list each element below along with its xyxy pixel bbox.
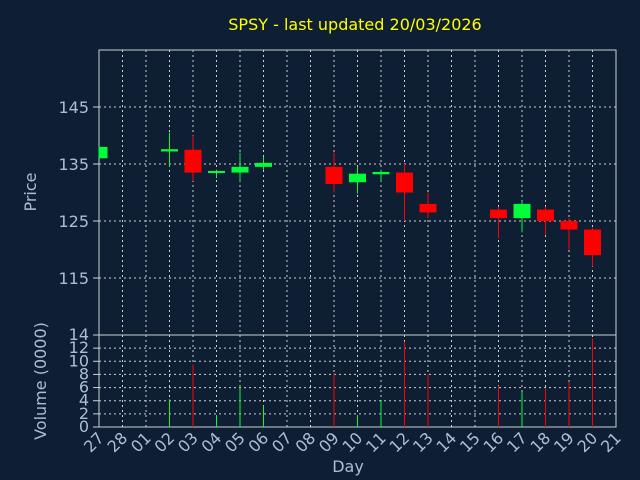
candle-body <box>99 146 108 159</box>
price-tick-label: 135 <box>58 155 89 174</box>
candle-body <box>255 162 272 167</box>
candle-body <box>372 171 390 175</box>
price-panel: 115 125 135 145 <box>58 49 617 336</box>
price-tick-label: 115 <box>58 269 89 288</box>
candle-body <box>184 149 202 173</box>
volume-tick-label: 12 <box>69 338 89 357</box>
volume-tick-label: 14 <box>69 325 89 344</box>
x-axis-label: Day <box>332 457 364 476</box>
candle-body <box>419 203 437 213</box>
candle-body <box>560 221 578 230</box>
x-axis: 2728010203040506070809101112131415161718… <box>80 428 625 456</box>
candle-body <box>161 149 178 152</box>
chart-title: SPSY - last updated 20/03/2026 <box>228 15 481 34</box>
volume-tick-label: 6 <box>79 378 89 397</box>
candle-body <box>325 166 343 184</box>
candle-body <box>490 209 507 219</box>
volume-tick-label: 8 <box>79 364 89 383</box>
candle-body <box>537 209 554 221</box>
volume-axis-label: Volume (0000) <box>31 322 50 440</box>
price-axis-label: Price <box>21 172 40 211</box>
volume-tick-label: 0 <box>79 417 89 436</box>
candle-body <box>584 229 601 256</box>
candle-body <box>513 203 531 219</box>
candle-body <box>349 173 366 183</box>
price-tick-label: 125 <box>58 212 89 231</box>
volume-tick-label: 10 <box>69 351 89 370</box>
volume-tick-label: 2 <box>79 404 89 423</box>
candle-body <box>396 172 413 193</box>
volume-tick-label: 4 <box>79 391 89 410</box>
candle-body <box>231 166 249 173</box>
price-tick-label: 145 <box>58 98 89 117</box>
candle-body <box>208 170 225 173</box>
